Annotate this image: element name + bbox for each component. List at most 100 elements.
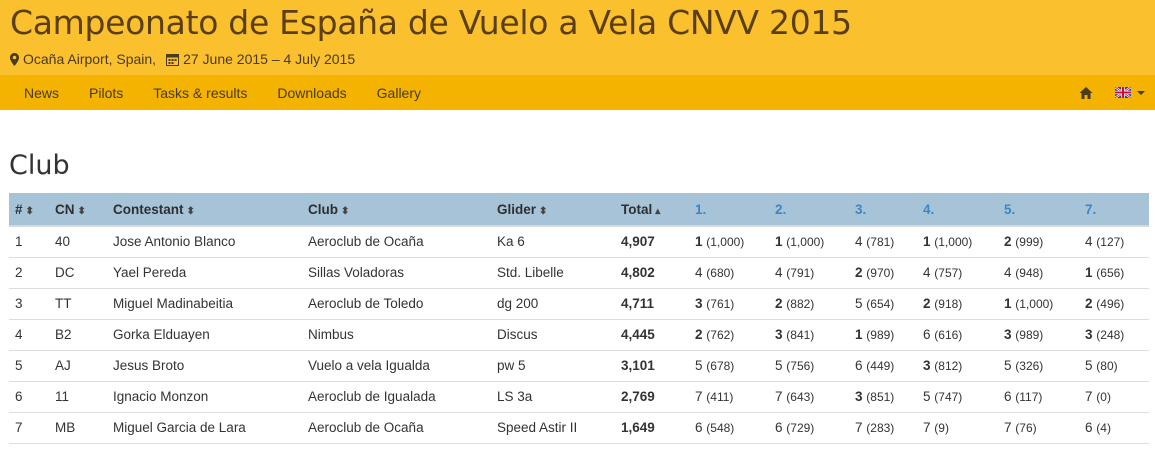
task-points: (999) bbox=[1015, 235, 1044, 250]
cell-cn: TT bbox=[49, 288, 107, 320]
cell-task-result: 4 (757) bbox=[917, 257, 998, 289]
cell-task-result: 5 (654) bbox=[849, 288, 917, 320]
page-title: Campeonato de España de Vuelo a Vela CNV… bbox=[10, 3, 852, 42]
col-task-2[interactable]: 2. bbox=[769, 193, 849, 227]
sort-icon: ⬍ bbox=[341, 205, 350, 217]
nav-pilots[interactable]: Pilots bbox=[89, 84, 124, 101]
task-rank: 6 bbox=[695, 420, 703, 435]
cell-task-result: 2 (882) bbox=[769, 288, 849, 320]
cell-task-result: 5 (678) bbox=[689, 350, 769, 382]
cell-task-result: 3 (761) bbox=[689, 288, 769, 320]
cell-rank: 4 bbox=[9, 319, 49, 351]
cell-glider: dg 200 bbox=[491, 288, 615, 320]
task-rank: 4 bbox=[695, 265, 703, 280]
table-row[interactable]: 3 TT Miguel Madinabeitia Aeroclub de Toledo… bbox=[9, 288, 1149, 320]
nav-right-group bbox=[1079, 75, 1145, 110]
cell-task-result: 2 (970) bbox=[849, 257, 917, 289]
cell-task-result: 2 (496) bbox=[1079, 288, 1149, 320]
table-row[interactable]: 7 MB Miguel Garcia de Lara Aeroclub de Ocañ… bbox=[9, 412, 1149, 444]
results-table: # ⬍ CN ⬍ Contestant ⬍ Club ⬍ Glider ⬍ Total ▴ … bbox=[9, 193, 1149, 444]
task-rank: 3 bbox=[855, 389, 863, 404]
task-rank: 7 bbox=[1004, 420, 1012, 435]
table-row[interactable]: 6 11 Ignacio Monzon Aeroclub de Igualada LS … bbox=[9, 381, 1149, 413]
table-row[interactable]: 5 AJ Jesus Broto Vuelo a vela Igualda pw 5 3,… bbox=[9, 350, 1149, 382]
cell-task-result: 3 (812) bbox=[917, 350, 998, 382]
task-rank: 6 bbox=[1085, 420, 1093, 435]
nav-tasks-results[interactable]: Tasks & results bbox=[153, 84, 248, 101]
nav-gallery[interactable]: Gallery bbox=[376, 84, 422, 101]
col-glider[interactable]: Glider ⬍ bbox=[491, 193, 615, 227]
col-contestant[interactable]: Contestant ⬍ bbox=[107, 193, 302, 227]
col-cn[interactable]: CN ⬍ bbox=[49, 193, 107, 227]
cell-club: Aeroclub de Igualada bbox=[302, 381, 491, 413]
task-points: (989) bbox=[866, 328, 895, 342]
caret-down-icon[interactable] bbox=[1137, 90, 1145, 95]
cell-task-result: 1 (1,000) bbox=[769, 226, 849, 258]
col-task-5[interactable]: 5. bbox=[998, 193, 1079, 227]
task-rank: 3 bbox=[695, 296, 703, 311]
cell-glider: pw 5 bbox=[491, 350, 615, 382]
col-task-7[interactable]: 7. bbox=[1079, 193, 1149, 227]
cell-total: 4,711 bbox=[615, 288, 689, 320]
cell-contestant: Jesus Broto bbox=[107, 350, 302, 382]
event-dates: 27 June 2015 – 4 July 2015 bbox=[183, 51, 356, 67]
task-points: (9) bbox=[934, 421, 949, 435]
col-club[interactable]: Club ⬍ bbox=[302, 193, 491, 227]
col-task-1[interactable]: 1. bbox=[689, 193, 769, 227]
task-rank: 4 bbox=[855, 234, 863, 250]
task-rank: 6 bbox=[855, 358, 863, 373]
nav-news[interactable]: News bbox=[24, 84, 60, 101]
task-points: (1,000) bbox=[786, 235, 825, 250]
cell-contestant: Ignacio Monzon bbox=[107, 381, 302, 413]
col-rank[interactable]: # ⬍ bbox=[9, 193, 49, 227]
cell-cn: DC bbox=[49, 257, 107, 289]
task-rank: 5 bbox=[855, 296, 863, 311]
cell-club: Sillas Voladoras bbox=[302, 257, 491, 289]
cell-total: 4,445 bbox=[615, 319, 689, 351]
task-points: (548) bbox=[706, 421, 735, 435]
task-points: (1,000) bbox=[706, 235, 745, 250]
cell-task-result: 4 (680) bbox=[689, 257, 769, 289]
cell-total: 4,802 bbox=[615, 257, 689, 289]
task-points: (762) bbox=[706, 328, 735, 342]
cell-contestant: Yael Pereda bbox=[107, 257, 302, 289]
sort-icon: ⬍ bbox=[77, 205, 86, 217]
task-rank: 1 bbox=[695, 234, 703, 250]
task-points: (1,000) bbox=[934, 235, 973, 250]
table-row[interactable]: 1 40 Jose Antonio Blanco Aeroclub de Ocaña K… bbox=[9, 226, 1149, 258]
task-rank: 4 bbox=[923, 265, 931, 280]
task-points: (948) bbox=[1015, 266, 1044, 280]
col-task-3[interactable]: 3. bbox=[849, 193, 917, 227]
cell-task-result: 5 (747) bbox=[917, 381, 998, 413]
col-total[interactable]: Total ▴ bbox=[615, 193, 689, 227]
uk-flag-icon[interactable] bbox=[1115, 87, 1131, 98]
site-header: Campeonato de España de Vuelo a Vela CNV… bbox=[0, 0, 1155, 75]
task-rank: 2 bbox=[695, 327, 703, 342]
event-location: Ocaña Airport, Spain, bbox=[23, 51, 157, 67]
cell-rank: 5 bbox=[9, 350, 49, 382]
table-row[interactable]: 2 DC Yael Pereda Sillas Voladoras Std. Libel… bbox=[9, 257, 1149, 289]
table-row[interactable]: 4 B2 Gorka Elduayen Nimbus Discus 4,445 2 (762… bbox=[9, 319, 1149, 351]
nav-downloads[interactable]: Downloads bbox=[277, 84, 347, 101]
cell-task-result: 6 (548) bbox=[689, 412, 769, 444]
task-points: (1,000) bbox=[1015, 297, 1054, 311]
cell-task-result: 6 (616) bbox=[917, 319, 998, 351]
task-rank: 5 bbox=[1004, 358, 1012, 373]
cell-club: Aeroclub de Ocaña bbox=[302, 412, 491, 444]
task-points: (970) bbox=[866, 266, 895, 280]
table-header-row: # ⬍ CN ⬍ Contestant ⬍ Club ⬍ Glider ⬍ Total ▴ … bbox=[9, 193, 1149, 227]
task-rank: 1 bbox=[1085, 265, 1093, 280]
task-rank: 5 bbox=[775, 358, 783, 373]
cell-cn: AJ bbox=[49, 350, 107, 382]
cell-task-result: 3 (841) bbox=[769, 319, 849, 351]
cell-task-result: 6 (729) bbox=[769, 412, 849, 444]
cell-task-result: 1 (1,000) bbox=[917, 226, 998, 258]
cell-rank: 3 bbox=[9, 288, 49, 320]
home-icon[interactable] bbox=[1079, 86, 1093, 100]
col-task-4[interactable]: 4. bbox=[917, 193, 998, 227]
task-rank: 7 bbox=[1085, 389, 1093, 404]
task-points: (756) bbox=[786, 359, 815, 373]
cell-glider: Std. Libelle bbox=[491, 257, 615, 289]
cell-club: Nimbus bbox=[302, 319, 491, 351]
cell-task-result: 7 (411) bbox=[689, 381, 769, 413]
